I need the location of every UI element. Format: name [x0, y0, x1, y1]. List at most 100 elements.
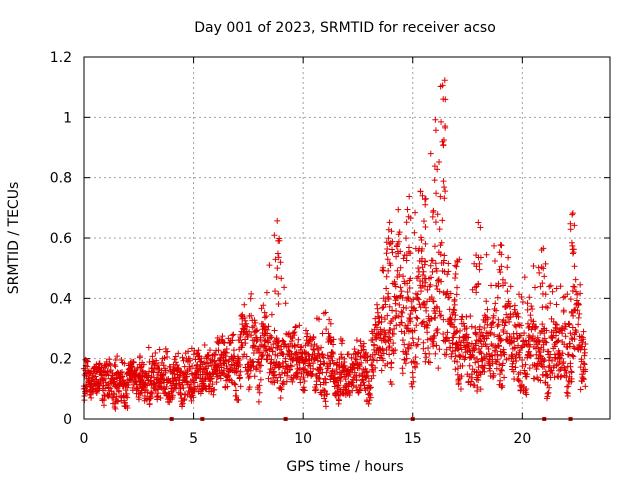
- data-point: [421, 301, 428, 308]
- data-point: [517, 332, 524, 339]
- data-point: [451, 301, 458, 308]
- data-point: [401, 330, 408, 337]
- data-point: [439, 82, 446, 89]
- data-point: [529, 306, 536, 313]
- data-point: [301, 350, 308, 357]
- data-point: [106, 360, 113, 367]
- data-point: [308, 342, 315, 349]
- data-point: [289, 378, 296, 385]
- y-axis-label: SRMTID / TECUs: [6, 182, 22, 295]
- data-point: [313, 378, 320, 385]
- data-point: [280, 381, 287, 388]
- data-point: [272, 256, 279, 263]
- data-point: [430, 298, 437, 305]
- data-point: [393, 294, 400, 301]
- data-point: [393, 322, 400, 329]
- data-point: [385, 296, 392, 303]
- data-point: [397, 293, 404, 300]
- data-point: [412, 209, 419, 216]
- data-point: [383, 285, 390, 292]
- data-point: [548, 315, 555, 322]
- data-point: [107, 385, 114, 392]
- data-point: [341, 362, 348, 369]
- data-point: [503, 356, 510, 363]
- data-point: [402, 360, 409, 367]
- data-point: [431, 332, 438, 339]
- data-point: [374, 324, 381, 331]
- data-point: [553, 362, 560, 369]
- data-point: [543, 339, 550, 346]
- data-point: [424, 322, 431, 329]
- data-point: [323, 326, 330, 333]
- data-point: [418, 288, 425, 295]
- data-point: [330, 350, 337, 357]
- x-tick-label: 5: [189, 431, 198, 447]
- data-point: [398, 313, 405, 320]
- data-point: [422, 201, 429, 208]
- data-point: [334, 382, 341, 389]
- data-point: [582, 340, 589, 347]
- data-point: [398, 308, 405, 315]
- data-point: [386, 343, 393, 350]
- data-point: [400, 255, 407, 262]
- data-point: [533, 323, 540, 330]
- data-point: [511, 302, 518, 309]
- data-point: [195, 347, 202, 354]
- data-point: [476, 323, 483, 330]
- data-point: [260, 302, 267, 309]
- data-point: [158, 380, 165, 387]
- data-point: [470, 354, 477, 361]
- data-point: [265, 323, 272, 330]
- data-point: [456, 353, 463, 360]
- data-point: [277, 374, 284, 381]
- data-point: [302, 366, 309, 373]
- data-point: [505, 254, 512, 261]
- data-point: [398, 319, 405, 326]
- data-point: [434, 304, 441, 311]
- data-point: [415, 296, 422, 303]
- data-point: [250, 363, 257, 370]
- data-point: [205, 363, 212, 370]
- data-point: [495, 280, 502, 287]
- data-point: [372, 315, 379, 322]
- data-point: [483, 298, 490, 305]
- data-point: [518, 293, 525, 300]
- data-point: [434, 211, 441, 218]
- data-point: [491, 331, 498, 338]
- data-point: [389, 246, 396, 253]
- data-point: [383, 273, 390, 280]
- data-point: [385, 267, 392, 274]
- data-point: [282, 341, 289, 348]
- data-point: [124, 394, 131, 401]
- data-point: [255, 386, 262, 393]
- data-point: [298, 343, 305, 350]
- data-point: [477, 348, 484, 355]
- data-point: [243, 320, 250, 327]
- data-point: [329, 357, 336, 364]
- data-point: [368, 361, 375, 368]
- data-point: [288, 337, 295, 344]
- data-point: [275, 300, 282, 307]
- data-point: [540, 265, 547, 272]
- data-point: [454, 259, 461, 266]
- data-point: [310, 365, 317, 372]
- data-point: [415, 265, 422, 272]
- data-point: [237, 368, 244, 375]
- data-point: [136, 390, 143, 397]
- data-point: [246, 373, 253, 380]
- data-point: [572, 276, 579, 283]
- data-point: [513, 358, 520, 365]
- data-point: [147, 377, 154, 384]
- data-point: [256, 382, 263, 389]
- data-point: [185, 348, 192, 355]
- data-point: [507, 283, 514, 290]
- data-point: [580, 328, 587, 335]
- data-point: [315, 374, 322, 381]
- data-point: [484, 306, 491, 313]
- x-tick-label: 0: [80, 431, 89, 447]
- data-point: [507, 310, 514, 317]
- data-point: [356, 386, 363, 393]
- data-point: [419, 192, 426, 199]
- data-point: [544, 372, 551, 379]
- data-point: [310, 334, 317, 341]
